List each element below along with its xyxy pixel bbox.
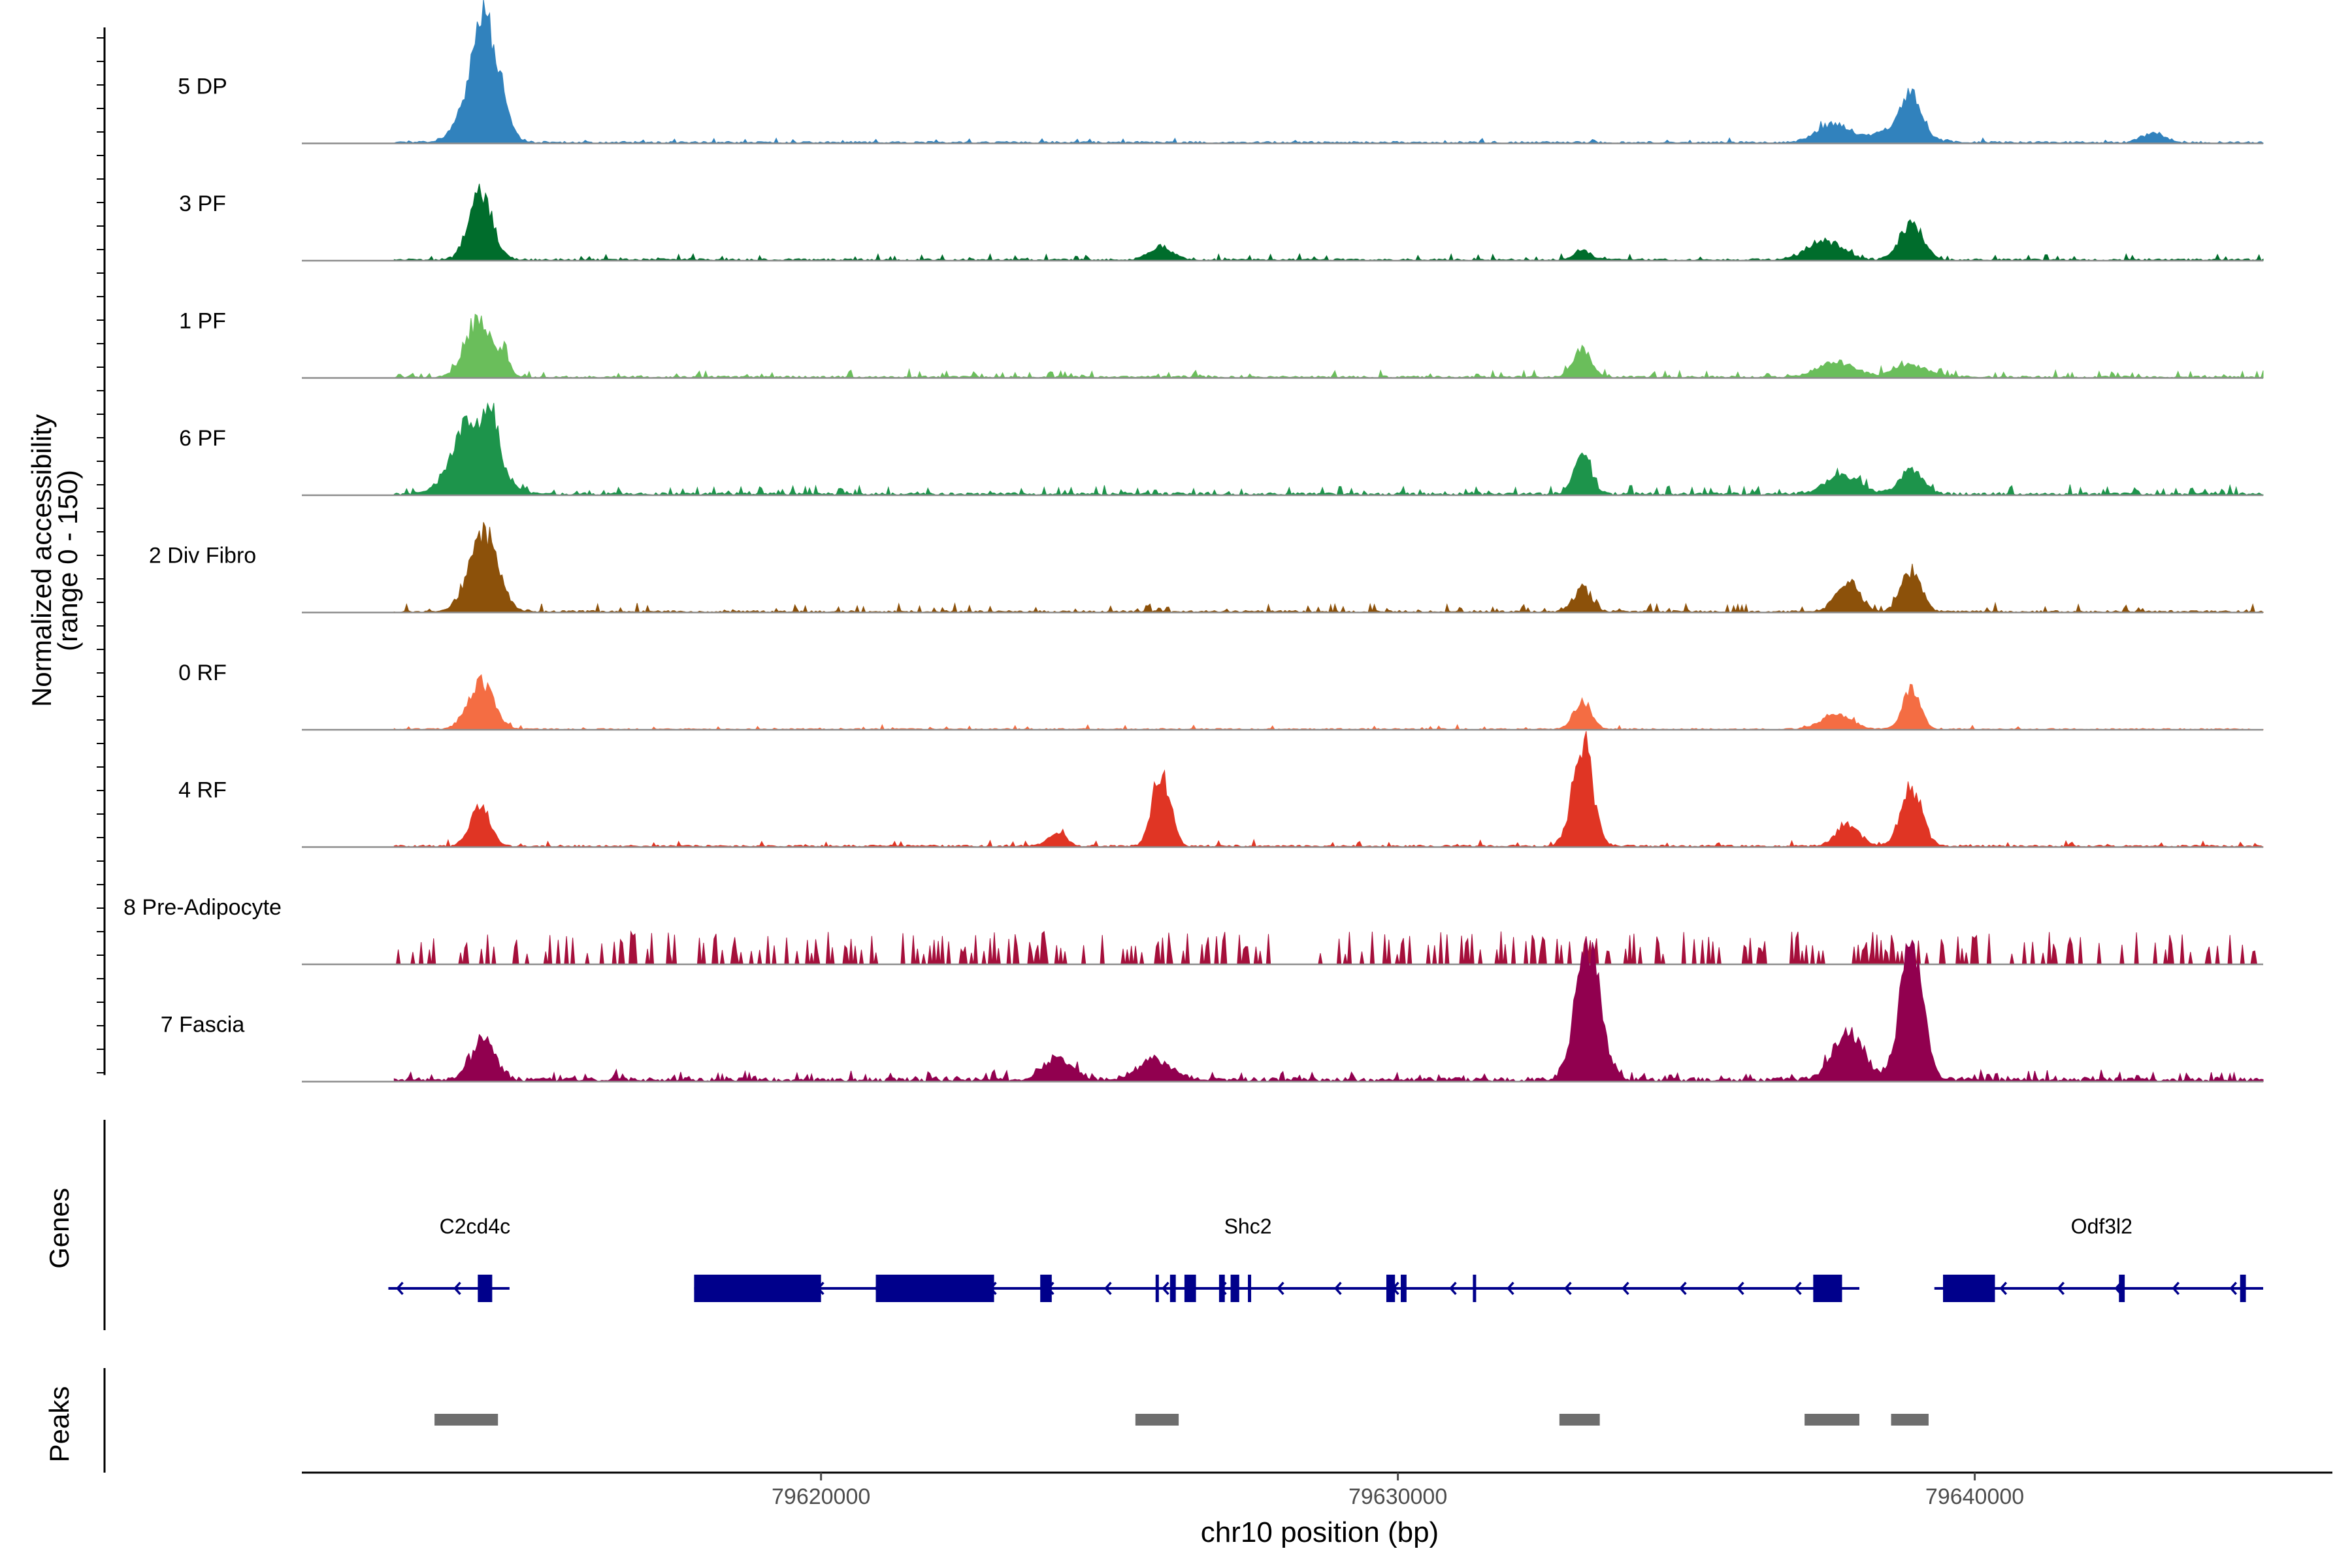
gene-exon bbox=[1218, 1275, 1225, 1302]
track-0-rf bbox=[302, 674, 2264, 731]
strand-arrow-icon bbox=[2172, 1281, 2180, 1296]
track-label: 7 Fascia bbox=[161, 1013, 245, 1037]
gene-exon bbox=[1813, 1275, 1842, 1302]
strand-arrow-icon bbox=[453, 1281, 461, 1296]
track-label: 8 Pre-Adipocyte bbox=[123, 895, 282, 920]
track-3-pf bbox=[302, 184, 2264, 262]
track-8-pre-adipocyte bbox=[302, 930, 2264, 966]
track-label: 4 RF bbox=[178, 778, 227, 803]
gene-exon bbox=[875, 1275, 994, 1302]
gene-exon bbox=[2119, 1275, 2125, 1302]
peak-region bbox=[1891, 1414, 1929, 1426]
gene-shc2: Shc2 bbox=[694, 1215, 1859, 1302]
gene-exon bbox=[1184, 1275, 1196, 1302]
track-2-div-fibro bbox=[302, 522, 2264, 614]
peak-region bbox=[1805, 1414, 1859, 1426]
strand-arrow-icon bbox=[1449, 1281, 1457, 1296]
gene-exon bbox=[694, 1275, 821, 1302]
gene-exon bbox=[1230, 1275, 1239, 1302]
peak-region bbox=[1135, 1414, 1179, 1426]
gene-exon bbox=[478, 1275, 493, 1302]
gene-exon bbox=[1401, 1275, 1407, 1302]
x-axis-label: chr10 position (bp) bbox=[1201, 1516, 1439, 1548]
peaks-track-label: Peaks bbox=[44, 1386, 74, 1463]
x-axis: 79620000 79630000 79640000 bbox=[302, 1471, 2332, 1509]
track-7-fascia bbox=[302, 937, 2264, 1083]
gene-exon bbox=[1943, 1275, 1995, 1302]
gene-label: Shc2 bbox=[1224, 1215, 1272, 1238]
track-area bbox=[393, 402, 2264, 496]
gene-annotation-track: C2cd4c Shc2 Odf3l2 bbox=[103, 1120, 2264, 1330]
track-label: 5 DP bbox=[178, 74, 227, 99]
track-label: 1 PF bbox=[179, 309, 226, 334]
track-5-dp bbox=[302, 0, 2264, 144]
peaks-track bbox=[103, 1368, 1929, 1473]
strand-arrow-icon bbox=[1334, 1281, 1342, 1296]
track-label: 3 PF bbox=[179, 191, 226, 216]
gene-odf3l2: Odf3l2 bbox=[1934, 1215, 2264, 1302]
track-area bbox=[393, 522, 2264, 614]
track-area bbox=[394, 930, 2263, 965]
gene-label: Odf3l2 bbox=[2071, 1215, 2132, 1238]
track-4-rf bbox=[302, 730, 2264, 848]
track-area bbox=[393, 730, 2264, 848]
track-label: 2 Div Fibro bbox=[149, 544, 256, 568]
gene-c2cd4c: C2cd4c bbox=[388, 1215, 510, 1302]
gene-exon bbox=[1386, 1275, 1396, 1302]
x-tick-label: 79620000 bbox=[772, 1484, 870, 1509]
y-axis-label-line1: Normalized accessibility bbox=[26, 414, 57, 707]
x-tick-label: 79640000 bbox=[1925, 1484, 2024, 1509]
gene-exon bbox=[2240, 1275, 2246, 1302]
strand-arrow-icon bbox=[1679, 1281, 1687, 1296]
strand-arrow-icon bbox=[2057, 1281, 2065, 1296]
track-area bbox=[393, 674, 2264, 730]
peak-region bbox=[1559, 1414, 1600, 1426]
track-layer bbox=[97, 0, 2264, 1083]
strand-arrow-icon bbox=[1507, 1281, 1514, 1296]
strand-arrow-icon bbox=[396, 1281, 404, 1296]
strand-arrow-icon bbox=[1104, 1281, 1112, 1296]
track-label-layer: 5 DP 3 PF 1 PF 6 PF 2 Div Fibro 0 RF 4 RF 8 Pre… bbox=[123, 74, 282, 1037]
strand-arrow-icon bbox=[1162, 1281, 1169, 1296]
strand-arrow-icon bbox=[1277, 1281, 1284, 1296]
y-axis-label-line2: (range 0 - 150) bbox=[52, 470, 83, 651]
strand-arrow-icon bbox=[1564, 1281, 1572, 1296]
track-6-pf bbox=[302, 402, 2264, 497]
gene-exon bbox=[1473, 1275, 1477, 1302]
track-label: 0 RF bbox=[178, 661, 227, 685]
gene-exon bbox=[1248, 1275, 1252, 1302]
gene-label: C2cd4c bbox=[440, 1215, 511, 1238]
strand-arrow-icon bbox=[1794, 1281, 1802, 1296]
genes-track-label: Genes bbox=[44, 1188, 74, 1269]
x-tick-label: 79630000 bbox=[1348, 1484, 1447, 1509]
track-area bbox=[393, 314, 2264, 379]
gene-exon bbox=[1040, 1275, 1052, 1302]
track-area bbox=[393, 0, 2264, 144]
gene-exon bbox=[1169, 1275, 1176, 1302]
strand-arrow-icon bbox=[1737, 1281, 1744, 1296]
peak-region bbox=[434, 1414, 498, 1426]
gene-exon bbox=[1155, 1275, 1159, 1302]
track-area bbox=[393, 184, 2264, 262]
strand-arrow-icon bbox=[1622, 1281, 1629, 1296]
strand-arrow-icon bbox=[1999, 1281, 2008, 1296]
strand-arrow-icon bbox=[2229, 1281, 2238, 1296]
track-label: 6 PF bbox=[179, 426, 226, 451]
track-1-pf bbox=[302, 314, 2264, 379]
